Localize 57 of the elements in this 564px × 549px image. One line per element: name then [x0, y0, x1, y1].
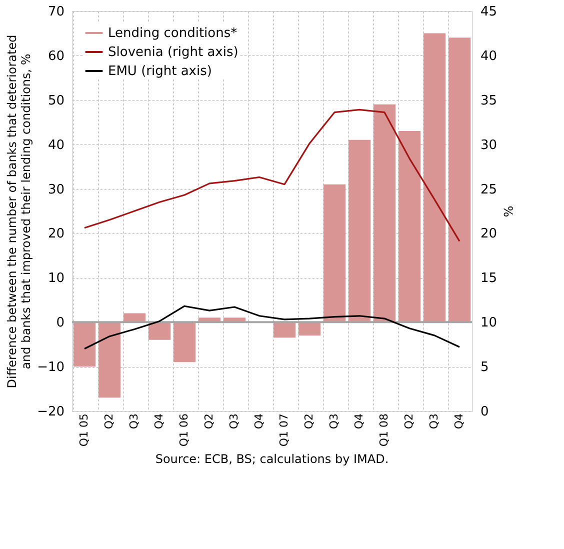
x-tick-label: Q1 08	[378, 414, 390, 447]
y-tick-label: 70	[48, 4, 64, 20]
bar	[424, 33, 446, 322]
bar	[324, 184, 346, 322]
x-tick-label: Q4	[252, 414, 266, 430]
x-tick-label: Q1 06	[178, 414, 190, 447]
y2-tick-label: 10	[480, 316, 498, 331]
legend-label: EMU (right axis)	[108, 64, 212, 79]
x-tick-label: Q4	[452, 414, 466, 430]
y2-tick-label: 45	[480, 4, 498, 20]
line-series	[84, 108, 460, 242]
bar	[398, 131, 420, 322]
y2-tick-label: 35	[480, 93, 498, 108]
bar	[148, 322, 170, 340]
y-tick-label: 30	[48, 182, 64, 198]
legend-label: Slovenia (right axis)	[108, 45, 238, 60]
y-tick-label: 50	[48, 93, 64, 108]
y2-tick-label: 5	[480, 360, 489, 376]
y-tick-label: 20	[48, 226, 64, 242]
bar	[274, 322, 296, 338]
y2-axis-title: %	[501, 206, 516, 218]
x-tick-label: Q2	[102, 414, 116, 430]
x-tick-label: Q1 05	[78, 414, 90, 447]
x-tick-label: Q1 07	[278, 414, 290, 447]
y-tick-label: −20	[37, 404, 64, 420]
y-tick-label: 60	[48, 48, 64, 64]
y-tick-label: 10	[48, 271, 64, 286]
x-tick-label: Q4	[352, 414, 366, 430]
x-tick-label: Q3	[328, 414, 340, 430]
x-tick-label: Q3	[428, 414, 440, 430]
y2-tick-label: 40	[480, 48, 498, 64]
x-tick-label: Q3	[128, 414, 140, 430]
bar	[98, 322, 120, 398]
legend-label: Lending conditions*	[108, 26, 238, 41]
bar	[124, 313, 146, 322]
y-tick-label: −10	[37, 360, 64, 376]
y-axis-title: Difference between the number of banks that deteriorated and banks that improved their lending conditions, %	[5, 34, 34, 388]
y-tick-label: 0	[56, 316, 64, 331]
y2-tick-label: 0	[480, 404, 489, 420]
x-tick-label: Q2	[302, 414, 316, 430]
y2-tick-label: 25	[480, 182, 498, 198]
bar	[348, 140, 370, 322]
x-tick-label: Q2	[402, 414, 416, 430]
bar	[174, 322, 196, 362]
bar	[298, 322, 320, 336]
y-tick-label: 40	[48, 138, 64, 153]
bar	[74, 322, 96, 367]
x-tick-label: Q2	[202, 414, 216, 430]
x-tick-label: Q3	[228, 414, 240, 430]
bar	[448, 38, 470, 322]
y2-tick-label: 15	[480, 271, 498, 286]
y2-tick-label: 20	[480, 226, 498, 242]
x-tick-label: Q4	[152, 414, 166, 430]
source-note: Source: ECB, BS; calculations by IMAD.	[155, 452, 389, 466]
line-series	[84, 305, 460, 350]
bar	[374, 104, 396, 322]
y2-tick-label: 30	[480, 138, 498, 153]
